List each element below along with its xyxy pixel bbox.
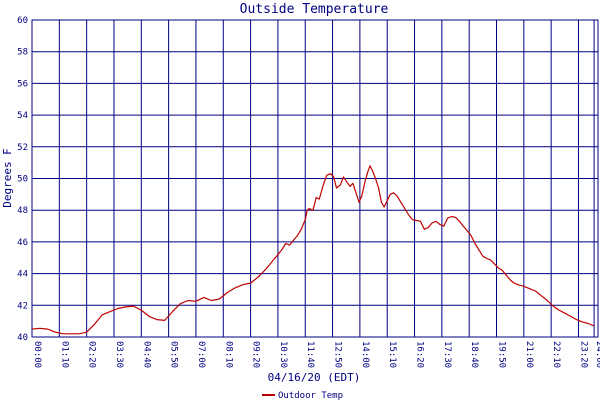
legend-label-outdoor-temp: Outdoor Temp [278, 391, 343, 400]
y-tick-label: 60 [17, 16, 28, 26]
x-tick-label: 02:20 [87, 341, 97, 368]
x-axis-label: 04/16/20 (EDT) [268, 371, 361, 384]
y-tick-label: 42 [17, 301, 28, 311]
x-tick-label: 14:00 [360, 341, 370, 368]
x-tick-label: 09:20 [251, 341, 261, 368]
y-tick-label: 50 [17, 175, 28, 185]
x-tick-label: 05:50 [169, 341, 179, 368]
x-tick-label: 07:00 [196, 341, 206, 368]
y-tick-label: 56 [17, 79, 28, 89]
y-tick-label: 52 [17, 143, 28, 153]
y-tick-label: 48 [17, 206, 28, 216]
x-tick-label: 12:50 [333, 341, 343, 368]
x-tick-label: 22:10 [551, 341, 561, 368]
x-tick-label: 01:10 [59, 341, 69, 368]
legend: Outdoor Temp [262, 391, 343, 400]
x-tick-label: 11:40 [305, 341, 315, 368]
x-tick-label: 04:40 [141, 341, 151, 368]
y-tick-label: 40 [17, 333, 28, 343]
x-tick-labels: 00:00 01:10 02:20 03:30 04:40 05:50 07:00 08:10… [32, 341, 600, 368]
x-tick-label: 10:30 [278, 341, 288, 368]
x-tick-label: 15:10 [387, 341, 397, 368]
chart-title: Outside Temperature [240, 2, 389, 17]
x-tick-label: 03:30 [114, 341, 124, 368]
x-tick-label: 21:00 [524, 341, 534, 368]
x-tick-label: 23:20 [578, 341, 588, 368]
grid-lines [31, 19, 598, 338]
x-tick-label: 00:00 [32, 341, 42, 368]
y-tick-label: 44 [17, 270, 28, 280]
x-tick-label: 18:40 [469, 341, 479, 368]
y-tick-labels: 40 42 44 46 48 50 52 54 56 58 60 [17, 16, 28, 343]
x-tick-label: 17:30 [442, 341, 452, 368]
x-tick-label: 08:10 [223, 341, 233, 368]
y-tick-label: 54 [17, 111, 28, 121]
x-tick-label: 19:50 [497, 341, 507, 368]
y-tick-label: 58 [17, 48, 28, 58]
x-tick-label: 16:20 [415, 341, 425, 368]
x-tick-label: 24:00 [594, 341, 600, 368]
series-layer [31, 165, 595, 335]
y-tick-label: 46 [17, 238, 28, 248]
y-axis-label: Degrees F [1, 148, 14, 208]
series-line-outdoor-temp [31, 165, 595, 335]
